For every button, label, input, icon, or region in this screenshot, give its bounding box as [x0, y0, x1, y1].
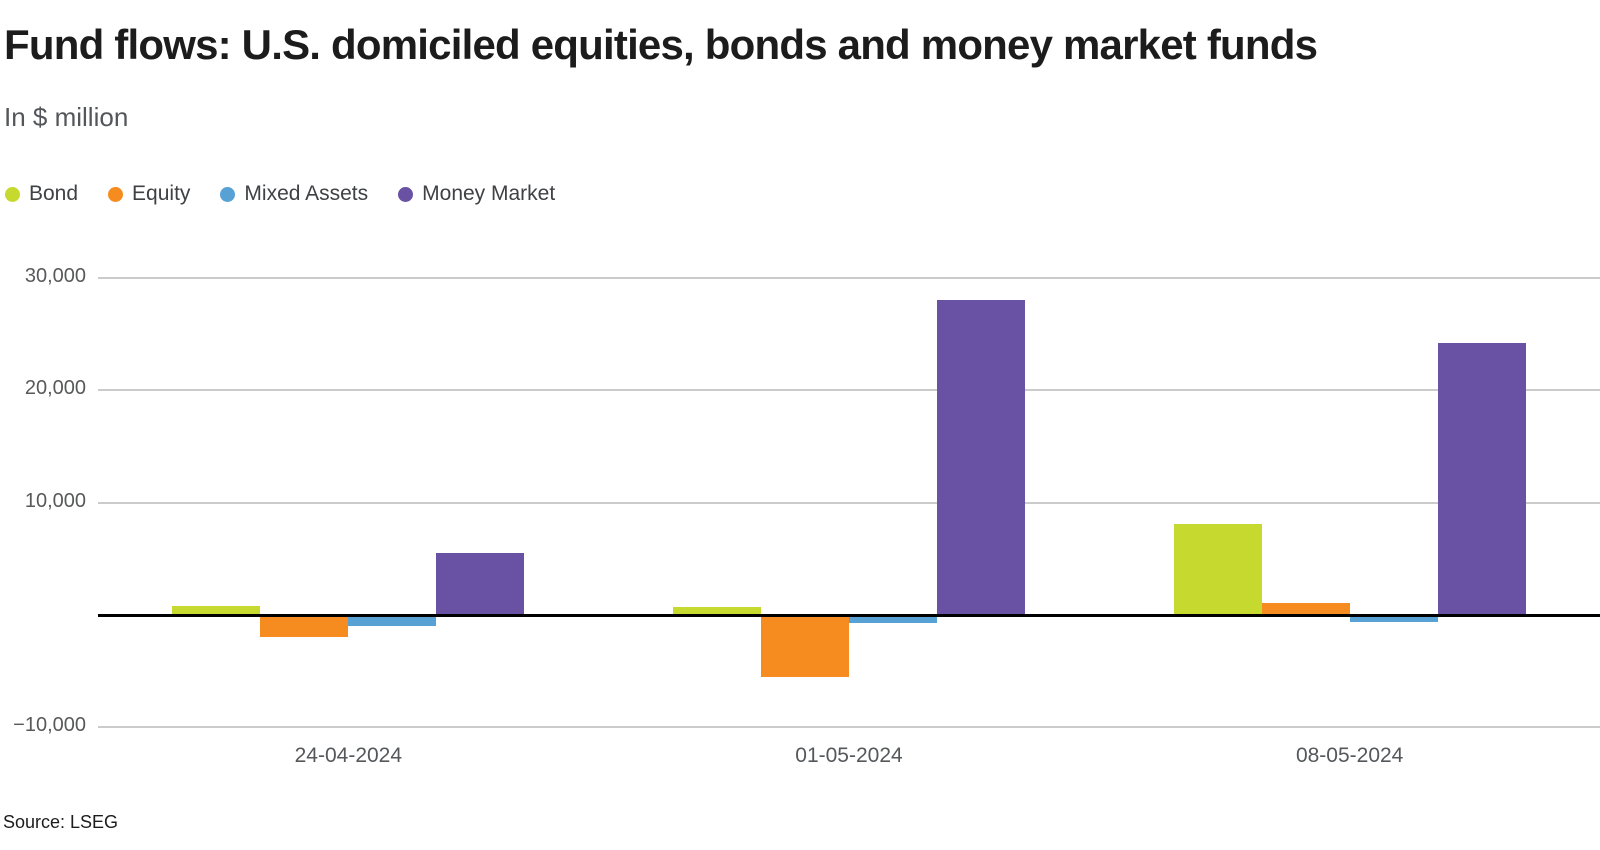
bar-money-market-08-05-2024 — [1437, 342, 1526, 615]
legend-item-bond: Bond — [5, 182, 78, 206]
zero-axis-line — [98, 614, 1600, 617]
x-axis-label-08-05-2024: 08-05-2024 — [1295, 744, 1404, 767]
bar-equity-24-04-2024 — [260, 615, 349, 638]
legend-item-equity: Equity — [108, 182, 190, 206]
legend-label: Money Market — [422, 182, 556, 205]
legend-dot-money-market — [398, 186, 414, 202]
y-axis-tick-label: −10,000 — [13, 714, 86, 737]
gridline-20000 — [98, 389, 1600, 392]
legend-label: Bond — [29, 182, 79, 205]
chart-subtitle: In $ million — [4, 102, 129, 132]
legend: Bond Equity Mixed Assets Money Market — [5, 182, 555, 206]
bar-bond-08-05-2024 — [1173, 523, 1262, 615]
bar-mixed-assets-08-05-2024 — [1349, 615, 1438, 622]
legend-dot-bond — [5, 186, 20, 202]
x-axis-label-24-04-2024: 24-04-2024 — [294, 744, 403, 767]
bar-money-market-01-05-2024 — [937, 300, 1025, 615]
x-axis-label-01-05-2024: 01-05-2024 — [795, 744, 903, 767]
legend-label: Mixed Assets — [244, 182, 369, 205]
bar-mixed-assets-24-04-2024 — [348, 615, 437, 627]
bar-mixed-assets-01-05-2024 — [849, 615, 937, 623]
bar-bond-01-05-2024 — [673, 607, 761, 615]
chart-title: Fund flows: U.S. domiciled equities, bon… — [4, 21, 1318, 68]
legend-label: Equity — [132, 182, 191, 205]
y-axis-tick-label: 10,000 — [24, 489, 86, 512]
legend-item-mixed-assets: Mixed Assets — [220, 182, 368, 206]
gridline-10000 — [98, 501, 1600, 504]
y-axis-tick-label: 20,000 — [24, 377, 86, 400]
legend-dot-mixed-assets — [220, 186, 236, 202]
gridline-30000 — [98, 276, 1600, 279]
bar-bond-24-04-2024 — [172, 606, 261, 615]
bar-equity-01-05-2024 — [761, 615, 849, 677]
source-label: Source: LSEG — [3, 812, 119, 832]
gridline-10000 — [98, 726, 1600, 729]
legend-dot-equity — [108, 186, 124, 202]
y-axis-tick-label: 30,000 — [24, 264, 86, 287]
bar-money-market-24-04-2024 — [436, 553, 525, 615]
bar-equity-08-05-2024 — [1261, 602, 1350, 615]
legend-item-money-market: Money Market — [398, 182, 555, 206]
